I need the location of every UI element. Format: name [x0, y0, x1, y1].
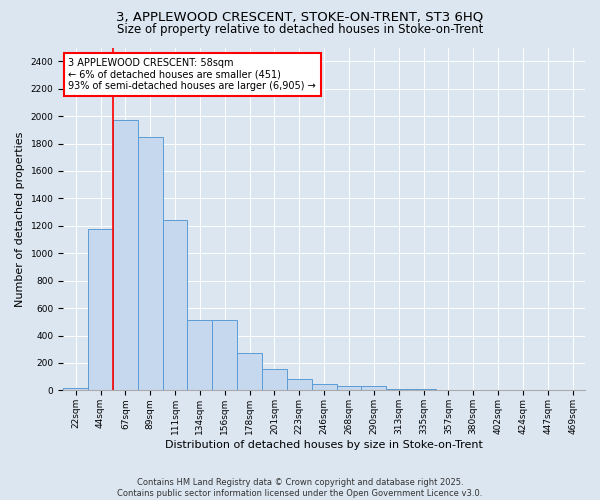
Bar [88, 230, 113, 390]
Bar [113, 120, 138, 390]
Bar [237, 354, 262, 391]
Bar [312, 384, 337, 390]
Bar [337, 386, 361, 390]
Bar [187, 320, 212, 390]
Text: 3, APPLEWOOD CRESCENT, STOKE-ON-TRENT, ST3 6HQ: 3, APPLEWOOD CRESCENT, STOKE-ON-TRENT, S… [116, 10, 484, 23]
Text: 3 APPLEWOOD CRESCENT: 58sqm
← 6% of detached houses are smaller (451)
93% of sem: 3 APPLEWOOD CRESCENT: 58sqm ← 6% of deta… [68, 58, 316, 91]
X-axis label: Distribution of detached houses by size in Stoke-on-Trent: Distribution of detached houses by size … [165, 440, 483, 450]
Y-axis label: Number of detached properties: Number of detached properties [15, 132, 25, 306]
Text: Contains HM Land Registry data © Crown copyright and database right 2025.
Contai: Contains HM Land Registry data © Crown c… [118, 478, 482, 498]
Text: Size of property relative to detached houses in Stoke-on-Trent: Size of property relative to detached ho… [117, 22, 483, 36]
Bar [163, 220, 187, 390]
Bar [262, 369, 287, 390]
Bar [361, 386, 386, 390]
Bar [287, 379, 312, 390]
Bar [386, 389, 411, 390]
Bar [212, 320, 237, 390]
Bar [138, 136, 163, 390]
Bar [63, 388, 88, 390]
